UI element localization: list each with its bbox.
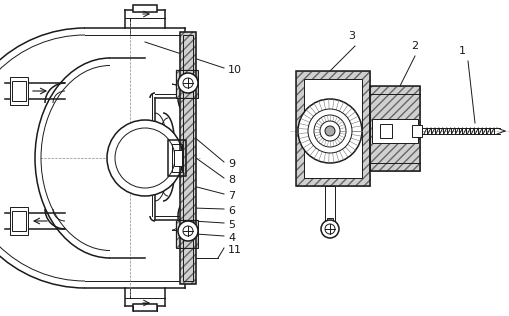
Bar [133, 5, 157, 12]
Bar [167, 140, 186, 176]
Bar [180, 32, 195, 284]
Bar [369, 86, 419, 171]
Bar [12, 81, 26, 101]
Bar [176, 220, 197, 248]
Text: 8: 8 [228, 175, 235, 185]
Text: 5: 5 [228, 220, 235, 230]
Bar [176, 70, 197, 98]
Bar [411, 125, 416, 137]
Text: 3: 3 [348, 31, 355, 41]
Circle shape [320, 220, 338, 238]
Bar [379, 124, 391, 138]
Circle shape [319, 121, 340, 141]
Circle shape [178, 221, 197, 241]
Bar [10, 207, 28, 235]
Bar [10, 77, 28, 105]
Bar [326, 188, 332, 218]
Text: 7: 7 [228, 191, 235, 201]
Bar [133, 5, 157, 12]
Bar [133, 304, 157, 311]
Bar [180, 32, 195, 284]
Bar [369, 86, 419, 171]
Text: 1: 1 [458, 46, 465, 56]
Text: 6: 6 [228, 206, 235, 216]
Bar [12, 211, 26, 231]
Bar [176, 220, 197, 248]
Circle shape [297, 99, 361, 163]
Text: 11: 11 [228, 245, 242, 255]
Circle shape [324, 126, 334, 136]
Bar [176, 70, 197, 98]
Text: 4: 4 [228, 233, 235, 243]
Bar [133, 304, 157, 311]
Text: 10: 10 [228, 65, 242, 75]
Bar [371, 119, 417, 143]
Circle shape [107, 120, 183, 196]
Bar [295, 71, 369, 186]
Bar [303, 79, 361, 178]
Circle shape [307, 109, 351, 153]
Bar [324, 186, 334, 221]
Text: 2: 2 [411, 41, 418, 51]
Bar [172, 144, 182, 172]
Text: 9: 9 [228, 159, 235, 169]
Bar [326, 218, 332, 228]
Bar [183, 35, 192, 281]
Bar [295, 71, 369, 186]
Bar [174, 150, 182, 166]
Bar [411, 125, 421, 137]
Bar [167, 140, 186, 176]
Circle shape [178, 73, 197, 93]
